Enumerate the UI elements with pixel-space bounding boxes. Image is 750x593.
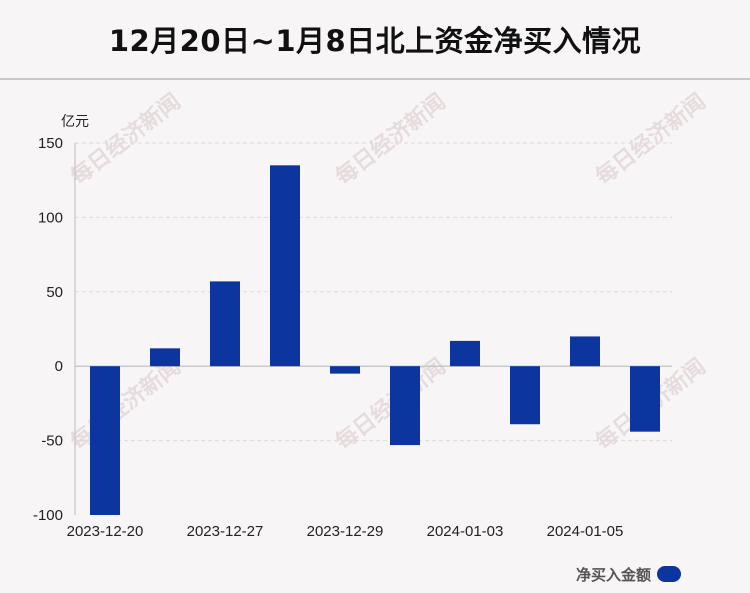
legend-label: 净买入金额 bbox=[576, 565, 652, 584]
bar bbox=[330, 366, 360, 374]
bar bbox=[510, 366, 540, 425]
x-tick-label: 2023-12-20 bbox=[67, 523, 144, 540]
y-axis-ticks: 150 100 50 0 -50 -100 bbox=[33, 135, 63, 524]
legend-swatch bbox=[657, 566, 682, 582]
y-tick-label: -50 bbox=[41, 433, 63, 450]
bar bbox=[270, 165, 300, 367]
y-tick-label: 50 bbox=[46, 284, 63, 301]
bar bbox=[150, 348, 180, 367]
watermark-text: 每日经济新闻 bbox=[591, 89, 711, 191]
y-tick-label: 0 bbox=[55, 358, 63, 375]
bar bbox=[570, 336, 600, 367]
bar-series bbox=[90, 165, 660, 515]
x-tick-label: 2023-12-27 bbox=[187, 523, 264, 540]
x-tick-label: 2024-01-03 bbox=[427, 523, 504, 540]
bar bbox=[90, 366, 120, 515]
legend: 净买入金额 bbox=[576, 563, 682, 585]
watermark-text: 每日经济新闻 bbox=[331, 89, 451, 191]
y-axis-unit-label: 亿元 bbox=[61, 114, 89, 130]
bar bbox=[450, 340, 480, 367]
x-tick-label: 2023-12-29 bbox=[307, 523, 384, 540]
grid-lines bbox=[74, 142, 672, 515]
bar bbox=[210, 281, 240, 367]
bar bbox=[390, 366, 420, 446]
watermark-layer: 每日经济新闻每日经济新闻每日经济新闻每日经济新闻每日经济新闻每日经济新闻 bbox=[66, 89, 711, 456]
chart-header: 12月20日~1月8日北上资金净买入情况 bbox=[0, 0, 750, 80]
y-tick-label: -100 bbox=[33, 507, 63, 524]
bar bbox=[630, 366, 660, 432]
x-axis-ticks: 2023-12-20 2023-12-27 2023-12-29 2024-01-03… bbox=[67, 523, 624, 540]
y-tick-label: 150 bbox=[38, 135, 63, 152]
chart-title: 12月20日~1月8日北上资金净买入情况 bbox=[108, 24, 642, 58]
x-tick-label: 2024-01-05 bbox=[547, 523, 624, 540]
y-tick-label: 100 bbox=[38, 209, 63, 226]
watermark-text: 每日经济新闻 bbox=[66, 89, 186, 191]
